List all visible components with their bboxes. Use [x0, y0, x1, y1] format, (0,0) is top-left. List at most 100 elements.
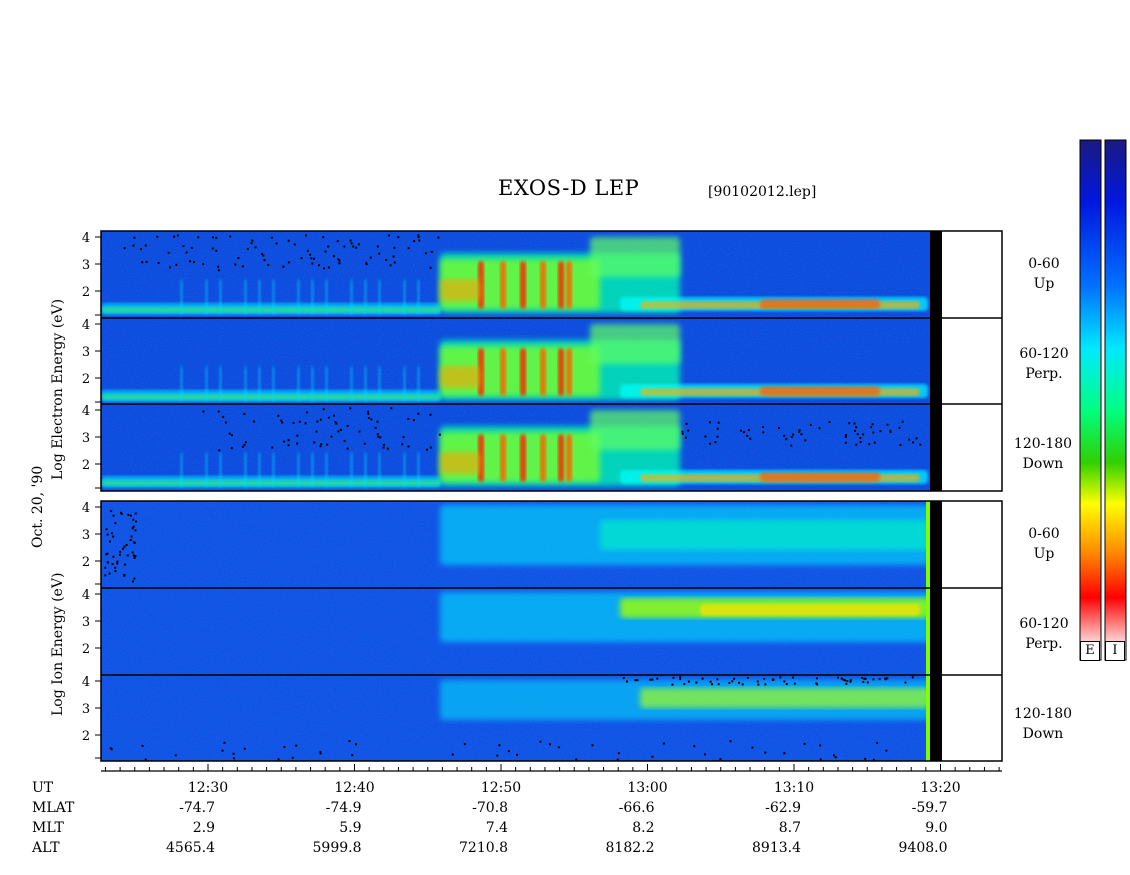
intensity-region [272, 366, 275, 402]
intensity-region [101, 394, 441, 400]
dropout-dot [304, 422, 307, 425]
dropout-dot [424, 252, 427, 255]
dropout-dot [863, 677, 866, 680]
dropout-dot [287, 261, 290, 264]
dropout-dot [785, 438, 788, 441]
dropout-dot [287, 439, 290, 442]
x-axis [101, 764, 1002, 772]
intensity-region [440, 279, 480, 301]
intensity-region [258, 452, 261, 488]
dropout-dot [764, 683, 767, 686]
dropout-dot [751, 746, 754, 749]
dropout-dot [241, 445, 244, 448]
dropout-dot [132, 518, 135, 521]
dropout-dot [291, 756, 294, 759]
dropout-dot [133, 556, 136, 559]
dropout-dot [397, 236, 400, 239]
dropout-dot [131, 551, 134, 554]
dropout-dot [367, 416, 370, 419]
intensity-region [566, 261, 572, 309]
dropout-dot [185, 251, 188, 254]
dropout-dot [695, 681, 698, 684]
dropout-dot [862, 680, 865, 683]
dropout-dot [193, 261, 196, 264]
dropout-dot [889, 429, 892, 432]
y-tick-label: 3 [82, 528, 90, 543]
ephemeris-mlat-value: -66.6 [618, 800, 655, 816]
ephemeris-mlat-value: -62.9 [765, 800, 801, 816]
dropout-dot [516, 753, 519, 756]
dropout-dot [772, 678, 775, 681]
dropout-dot [217, 265, 220, 268]
ephemeris-alt-value: 4565.4 [166, 840, 215, 856]
dropout-dot [378, 252, 381, 255]
dropout-dot [251, 239, 254, 242]
intensity-region [590, 410, 680, 450]
dropout-dot [709, 680, 712, 683]
intensity-region [180, 366, 183, 402]
dropout-dot [879, 430, 882, 433]
dropout-dot [350, 242, 353, 245]
y-tick-label: 4 [82, 675, 90, 690]
dropout-dot [320, 443, 323, 446]
dropout-dot [430, 250, 433, 253]
dropout-dot [120, 511, 123, 514]
colorbar-label-electron: E [1080, 641, 1100, 661]
dropout-dot [815, 677, 818, 680]
date-label: Oct. 20, '90 [30, 465, 46, 548]
panel-frames [100, 230, 1003, 762]
intensity-region [520, 434, 526, 482]
dropout-dot [156, 235, 159, 238]
dropout-dot [144, 758, 147, 761]
dropout-dot [904, 681, 907, 684]
dropout-dot [134, 529, 137, 532]
dropout-dot [145, 260, 148, 263]
y-tick-label: 4 [82, 404, 90, 419]
dropout-dot [834, 756, 837, 759]
dropout-dot [685, 422, 688, 425]
ephemeris-mlat-value: -70.8 [472, 800, 508, 816]
intensity-region [205, 279, 208, 315]
dropout-dot [106, 561, 109, 564]
dropout-dot [114, 570, 117, 573]
dropout-dot [868, 443, 871, 446]
dropout-dot [112, 535, 115, 538]
ephemeris-alt-value: 9408.0 [898, 840, 948, 856]
dropout-dot [804, 439, 807, 442]
y-tick-label: 2 [82, 285, 90, 300]
ion-spectrogram [101, 501, 930, 761]
dropout-dot [912, 441, 915, 444]
dropout-dot [412, 419, 415, 422]
dropout-dot [319, 445, 322, 448]
dropout-dot [132, 554, 135, 557]
dropout-dot [558, 746, 561, 749]
dropout-dot [684, 436, 687, 439]
dropout-dot [327, 266, 330, 269]
dropout-dot [338, 259, 341, 262]
dropout-dot [828, 420, 831, 423]
panel-label-angle: 0-60 [1028, 256, 1060, 272]
dropout-dot [376, 420, 379, 423]
dropout-dot [267, 263, 270, 266]
y-tick-label: 2 [82, 729, 90, 744]
dropout-dot [313, 257, 316, 260]
panel-label-direction: Perp. [1025, 636, 1063, 652]
dropout-dot [263, 259, 266, 262]
intensity-region [760, 472, 880, 482]
panel-label-angle: 60-120 [1019, 616, 1069, 632]
dropout-dot [305, 411, 308, 414]
dropout-dot [681, 432, 684, 435]
dropout-dot [719, 758, 722, 761]
dropout-dot [389, 264, 392, 267]
dropout-dot [357, 243, 360, 246]
dropout-dot [429, 266, 432, 269]
dropout-dot [856, 433, 859, 436]
dropout-dot [438, 433, 441, 436]
dropout-dot [687, 680, 690, 683]
dropout-dot [390, 407, 393, 410]
intensity-region [378, 279, 381, 315]
intensity-region [311, 366, 314, 402]
dropout-dot [202, 263, 205, 266]
dropout-dot [747, 429, 750, 432]
